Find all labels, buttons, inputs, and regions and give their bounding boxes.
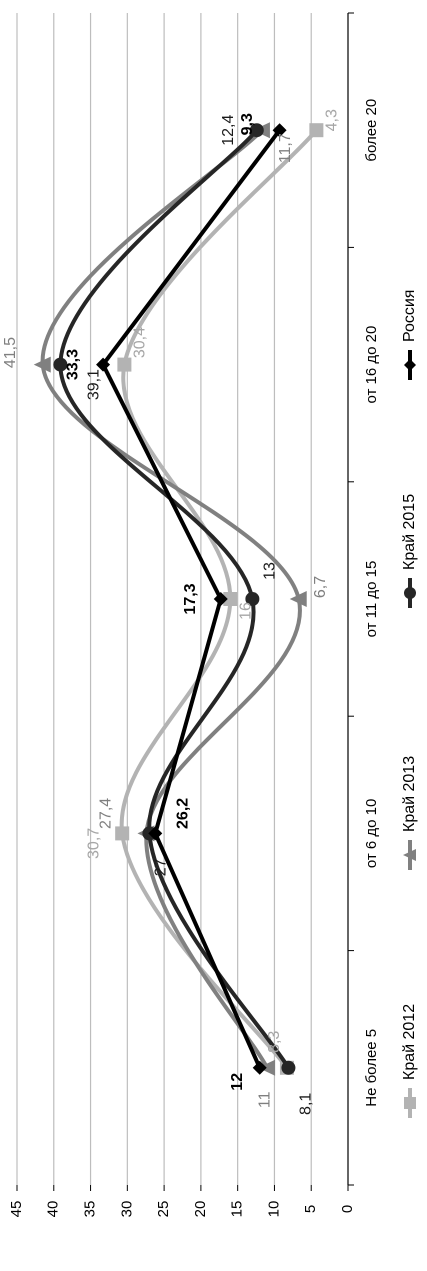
series (33, 122, 324, 1076)
axes: 0 5 10 15 20 25 30 35 40 45 Не более 5 от 6 до 10 от… (8, 12, 380, 1218)
value-tick-label: 35 (82, 1201, 99, 1218)
series-point (223, 592, 238, 606)
category-label: от 6 до 10 (363, 799, 380, 869)
category-label: от 11 до 15 (363, 561, 380, 638)
series-point (148, 826, 163, 841)
value-tick-label: 0 (339, 1205, 356, 1213)
data-label: 30,4 (132, 327, 149, 358)
category-label: от 16 до 20 (363, 326, 380, 404)
data-label: 8,3 (266, 1031, 283, 1053)
series-point (117, 357, 132, 372)
data-label: 41,5 (2, 337, 19, 368)
category-label: более 20 (363, 99, 380, 162)
data-label: 6,7 (312, 576, 329, 598)
series-point (53, 357, 68, 372)
data-label: 26,2 (175, 798, 192, 829)
series-point (249, 123, 264, 138)
data-label: 8,1 (298, 1093, 315, 1115)
value-tick-label: 45 (8, 1201, 25, 1218)
series-point (245, 592, 260, 606)
series-point (289, 591, 307, 607)
data-label: 12 (229, 1073, 246, 1091)
series-point (115, 826, 130, 841)
legend-label: Край 2012 (401, 1004, 418, 1080)
data-label: 12,4 (220, 115, 237, 146)
data-label: 39,1 (86, 369, 103, 400)
series-point (96, 357, 111, 372)
legend-label: Край 2013 (401, 756, 418, 832)
data-label: 33,3 (64, 349, 81, 380)
value-tick-label: 15 (229, 1201, 246, 1218)
data-label: 13 (262, 562, 279, 580)
legend-label: Россия (401, 290, 418, 342)
value-tick-label: 25 (155, 1201, 172, 1218)
legend-label: Край 2015 (401, 494, 418, 570)
legend-marker (404, 1097, 416, 1109)
value-tick-label: 30 (118, 1201, 135, 1218)
value-tick-label: 10 (265, 1201, 282, 1218)
grid (16, 13, 312, 1185)
series-point (281, 1060, 296, 1075)
data-label: 16 (238, 602, 255, 620)
data-label: 27,4 (98, 798, 115, 829)
value-tick-label: 5 (302, 1205, 319, 1213)
series-line (40, 128, 302, 1069)
data-label: 4,3 (324, 109, 341, 131)
value-tick-label: 40 (45, 1201, 62, 1218)
legend-marker (404, 359, 416, 371)
series-point (213, 592, 228, 606)
data-label: 17,3 (182, 583, 199, 614)
data-label: 30,7 (85, 828, 102, 859)
data-label: 9,3 (239, 113, 256, 135)
legend-marker (404, 587, 416, 599)
data-label: 11,7 (277, 133, 294, 163)
legend-marker (403, 849, 416, 861)
series-point (309, 123, 324, 138)
series-point (252, 1060, 267, 1075)
legend: Край 2012 Край 2013 Край 2015 Россия (401, 290, 418, 1118)
data-label: 11 (256, 1091, 273, 1108)
series-point (33, 356, 51, 373)
data-labels: 8,3 30,7 16 30,4 4,3 11 27,4 6,7 41,5 11,7 8,1 27 13… (2, 109, 341, 1115)
data-label: 27 (153, 858, 170, 876)
value-tick-label: 20 (192, 1201, 209, 1218)
category-label: Не более 5 (363, 1029, 380, 1107)
series-point (272, 123, 287, 138)
